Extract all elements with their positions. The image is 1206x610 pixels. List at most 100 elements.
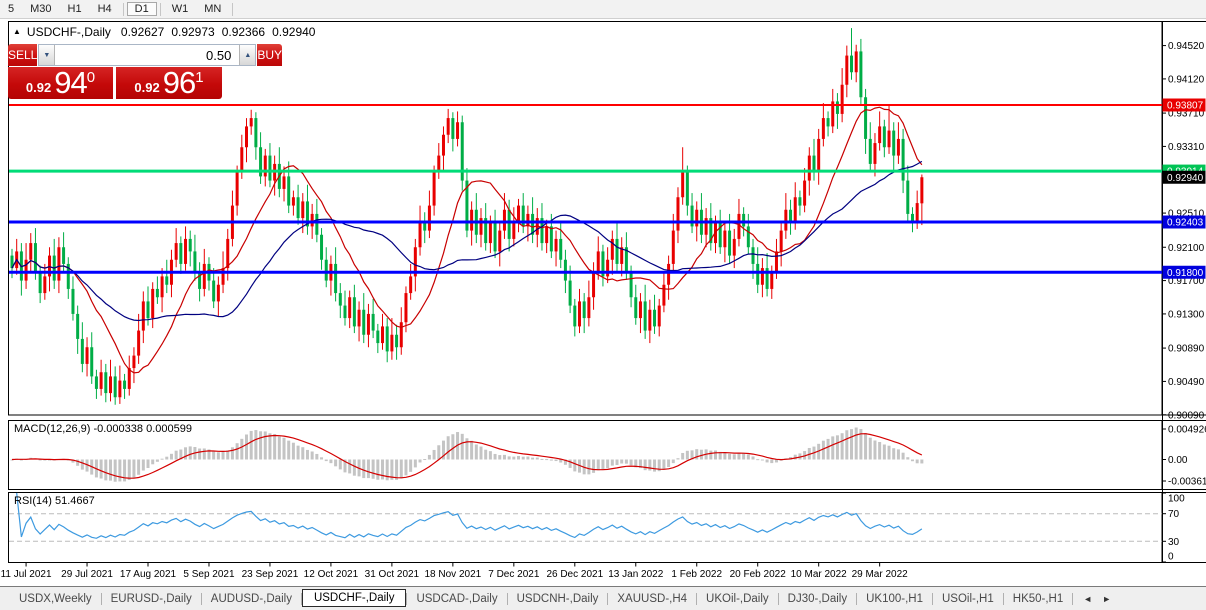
svg-text:29 Jul 2021: 29 Jul 2021 [61,569,113,580]
tab-usdcad-daily[interactable]: USDCAD-,Daily [416,592,498,605]
tab-usdchf-daily[interactable]: USDCHF-,Daily [301,588,407,607]
volume-increase-button[interactable]: ▲ [239,45,256,65]
timeframe-h1[interactable]: H1 [67,3,82,15]
tab-scroll-right-icon[interactable]: ► [1102,593,1112,604]
svg-text:18 Nov 2021: 18 Nov 2021 [425,569,482,580]
trade-prices-row: 0.92 94 0 0.92 96 1 [8,67,222,99]
buy-price-prefix: 0.92 [134,79,160,95]
svg-text:20 Feb 2022: 20 Feb 2022 [730,569,787,580]
svg-text:0.92510: 0.92510 [1168,209,1205,220]
sell-price-display[interactable]: 0.92 94 0 [8,67,113,99]
tab-divider [856,592,858,605]
svg-text:12 Oct 2021: 12 Oct 2021 [304,569,359,580]
svg-text:26 Dec 2021: 26 Dec 2021 [546,569,603,580]
volume-stepper: ▼ ▲ [38,44,257,66]
tab-ukoil-daily[interactable]: UKOil-,Daily [706,592,769,605]
svg-text:0.90490: 0.90490 [1168,377,1205,388]
svg-text:-0.00361: -0.00361 [1168,477,1206,488]
svg-text:30: 30 [1168,537,1180,548]
tab-usdcnh-daily[interactable]: USDCNH-,Daily [516,592,599,605]
date-axis: 11 Jul 2021 29 Jul 2021 17 Aug 2021 5 Sep 2… [1,562,909,580]
timeframe-toolbar: 5 M30 H1 H4 D1 W1 MN [0,0,1206,19]
sell-price-pipette: 0 [86,69,96,86]
tab-divider [932,592,933,605]
timeframe-d1[interactable]: D1 [126,2,157,16]
tab-usdx-weekly[interactable]: USDX,Weekly [19,592,92,605]
ohlc-open-value: 0.92627 [120,25,165,39]
svg-text:0.90890: 0.90890 [1168,344,1205,355]
ma-fast-line [11,106,923,374]
svg-text:5 Sep 2021: 5 Sep 2021 [183,569,235,580]
tab-scroll-left-icon[interactable]: ◄ [1083,593,1093,604]
svg-text:17 Aug 2021: 17 Aug 2021 [120,569,177,580]
svg-text:0: 0 [1168,552,1174,563]
tab-xauusd-h4[interactable]: XAUUSD-,H4 [617,592,688,605]
svg-text:7 Dec 2021: 7 Dec 2021 [488,569,540,580]
svg-text:0.93807: 0.93807 [1167,101,1204,112]
sell-button[interactable]: SELL [8,44,38,66]
svg-text:70: 70 [1168,509,1180,520]
tab-hk50-h1[interactable]: HK50-,H1 [1012,592,1064,605]
volume-input[interactable] [55,45,240,65]
svg-text:13 Jan 2022: 13 Jan 2022 [608,569,663,580]
toolbar-separator [122,2,124,16]
svg-text:0.91300: 0.91300 [1168,309,1205,320]
tab-scroll-controls: ◄ ► [1083,594,1119,604]
timeframe-w1[interactable]: W1 [171,3,189,15]
svg-text:0.93710: 0.93710 [1168,109,1205,120]
svg-text:10 Mar 2022: 10 Mar 2022 [791,569,848,580]
svg-text:0.00: 0.00 [1168,455,1188,466]
svg-text:29 Mar 2022: 29 Mar 2022 [852,569,909,580]
pane-borders [8,21,1206,563]
arrow-up-icon: ▲ [244,51,252,59]
tab-divider [1072,592,1074,605]
candlesticks-layer [10,28,924,405]
svg-text:11 Jul 2021: 11 Jul 2021 [1,569,52,580]
svg-text:0.91700: 0.91700 [1168,276,1205,287]
svg-text:0.93310: 0.93310 [1168,142,1205,153]
tab-divider [506,592,508,605]
tab-dj30-daily[interactable]: DJ30-,Daily [787,592,848,605]
buy-price-big-digits: 96 [162,65,196,100]
svg-text:31 Oct 2021: 31 Oct 2021 [365,569,420,580]
horizontal-level-lines [9,104,1162,274]
trade-buttons-row: SELL ▼ ▲ BUY [8,44,283,66]
sell-price-prefix: 0.92 [25,79,52,95]
tab-eurusd-daily[interactable]: EURUSD-,Daily [110,592,192,605]
svg-text:0.92100: 0.92100 [1168,243,1205,254]
tab-uk100-h1[interactable]: UK100-,H1 [866,592,923,605]
tab-usoil-h1[interactable]: USOil-,H1 [942,592,994,605]
svg-text:0.91800: 0.91800 [1167,268,1204,279]
tab-divider [300,592,302,605]
svg-text:0.94520: 0.94520 [1168,41,1205,52]
tab-divider [696,592,698,605]
svg-text:23 Sep 2021: 23 Sep 2021 [242,569,299,580]
tab-audusd-daily[interactable]: AUDUSD-,Daily [210,592,292,605]
timeframe-h4[interactable]: H4 [97,3,112,15]
svg-text:MACD(12,26,9) -0.000338 0.0005: MACD(12,26,9) -0.000338 0.000599 [14,423,192,435]
chart-tab-bar: USDX,Weekly EURUSD-,Daily AUDUSD-,Daily USD… [0,586,1206,610]
svg-text:RSI(14) 51.4667: RSI(14) 51.4667 [14,495,95,507]
ohlc-low-value: 0.92366 [221,25,266,39]
buy-price-pipette: 1 [195,69,204,86]
ohlc-close-value: 0.92940 [272,25,316,39]
svg-text:0.92940: 0.92940 [1167,173,1204,184]
timeframe-m30[interactable]: M30 [30,3,52,15]
collapse-trade-panel-icon[interactable]: ▲ [13,26,21,36]
buy-button[interactable]: BUY [257,44,283,66]
volume-decrease-button[interactable]: ▼ [39,45,56,65]
tab-divider [1002,592,1004,605]
tab-divider [200,592,202,605]
svg-text:0.94120: 0.94120 [1168,74,1205,85]
svg-text:1 Feb 2022: 1 Feb 2022 [671,569,722,580]
rsi-pane: RSI(14) 51.4667 100 70 30 0 [9,492,1185,563]
macd-pane: MACD(12,26,9) -0.000338 0.000599 0.004926… [10,423,1206,488]
svg-text:0.90090: 0.90090 [1168,410,1205,421]
buy-price-display[interactable]: 0.92 96 1 [116,67,222,99]
toolbar-separator [232,2,234,16]
price-axis: 0.945200.941200.937100.933100.929100.925… [1162,41,1206,421]
timeframe-mn[interactable]: MN [204,3,222,15]
timeframe-5[interactable]: 5 [8,3,15,15]
